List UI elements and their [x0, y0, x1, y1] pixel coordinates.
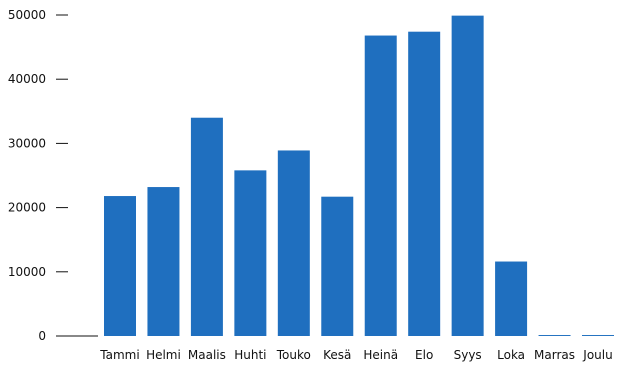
y-tick-label: 20000 [8, 201, 46, 215]
bar [147, 187, 180, 336]
x-tick-label: Elo [415, 348, 433, 362]
bar [190, 117, 223, 336]
x-tick-label: Touko [276, 348, 311, 362]
x-tick-label: Syys [454, 348, 482, 362]
y-tick-label: 50000 [8, 8, 46, 22]
bars [104, 15, 614, 337]
x-tick-label: Maalis [188, 348, 226, 362]
bar [538, 335, 571, 336]
bar [451, 15, 484, 337]
x-tick-label: Helmi [146, 348, 181, 362]
bar [234, 170, 267, 336]
bar [495, 261, 528, 336]
bar [364, 35, 397, 336]
y-tick-label: 10000 [8, 265, 46, 279]
bar [582, 335, 614, 336]
y-tick-label: 30000 [8, 136, 46, 150]
x-tick-label: Loka [497, 348, 525, 362]
x-tick-label: Huhti [234, 348, 266, 362]
y-tick-label: 0 [38, 329, 46, 343]
y-tick-label: 40000 [8, 72, 46, 86]
x-tick-label: Marras [534, 348, 575, 362]
x-tick-label: Tammi [99, 348, 139, 362]
x-tick-label: Joulu [582, 348, 612, 362]
y-axis: 0 10000 20000 30000 40000 50000 [8, 8, 68, 343]
bar [104, 196, 136, 336]
bar [321, 196, 354, 336]
bar [277, 150, 310, 336]
bar [408, 31, 441, 337]
x-tick-label: Heinä [363, 348, 398, 362]
x-axis: Tammi Helmi Maalis Huhti Touko Kesä Heinä Elo Sy… [56, 335, 613, 362]
x-tick-label: Kesä [323, 348, 351, 362]
